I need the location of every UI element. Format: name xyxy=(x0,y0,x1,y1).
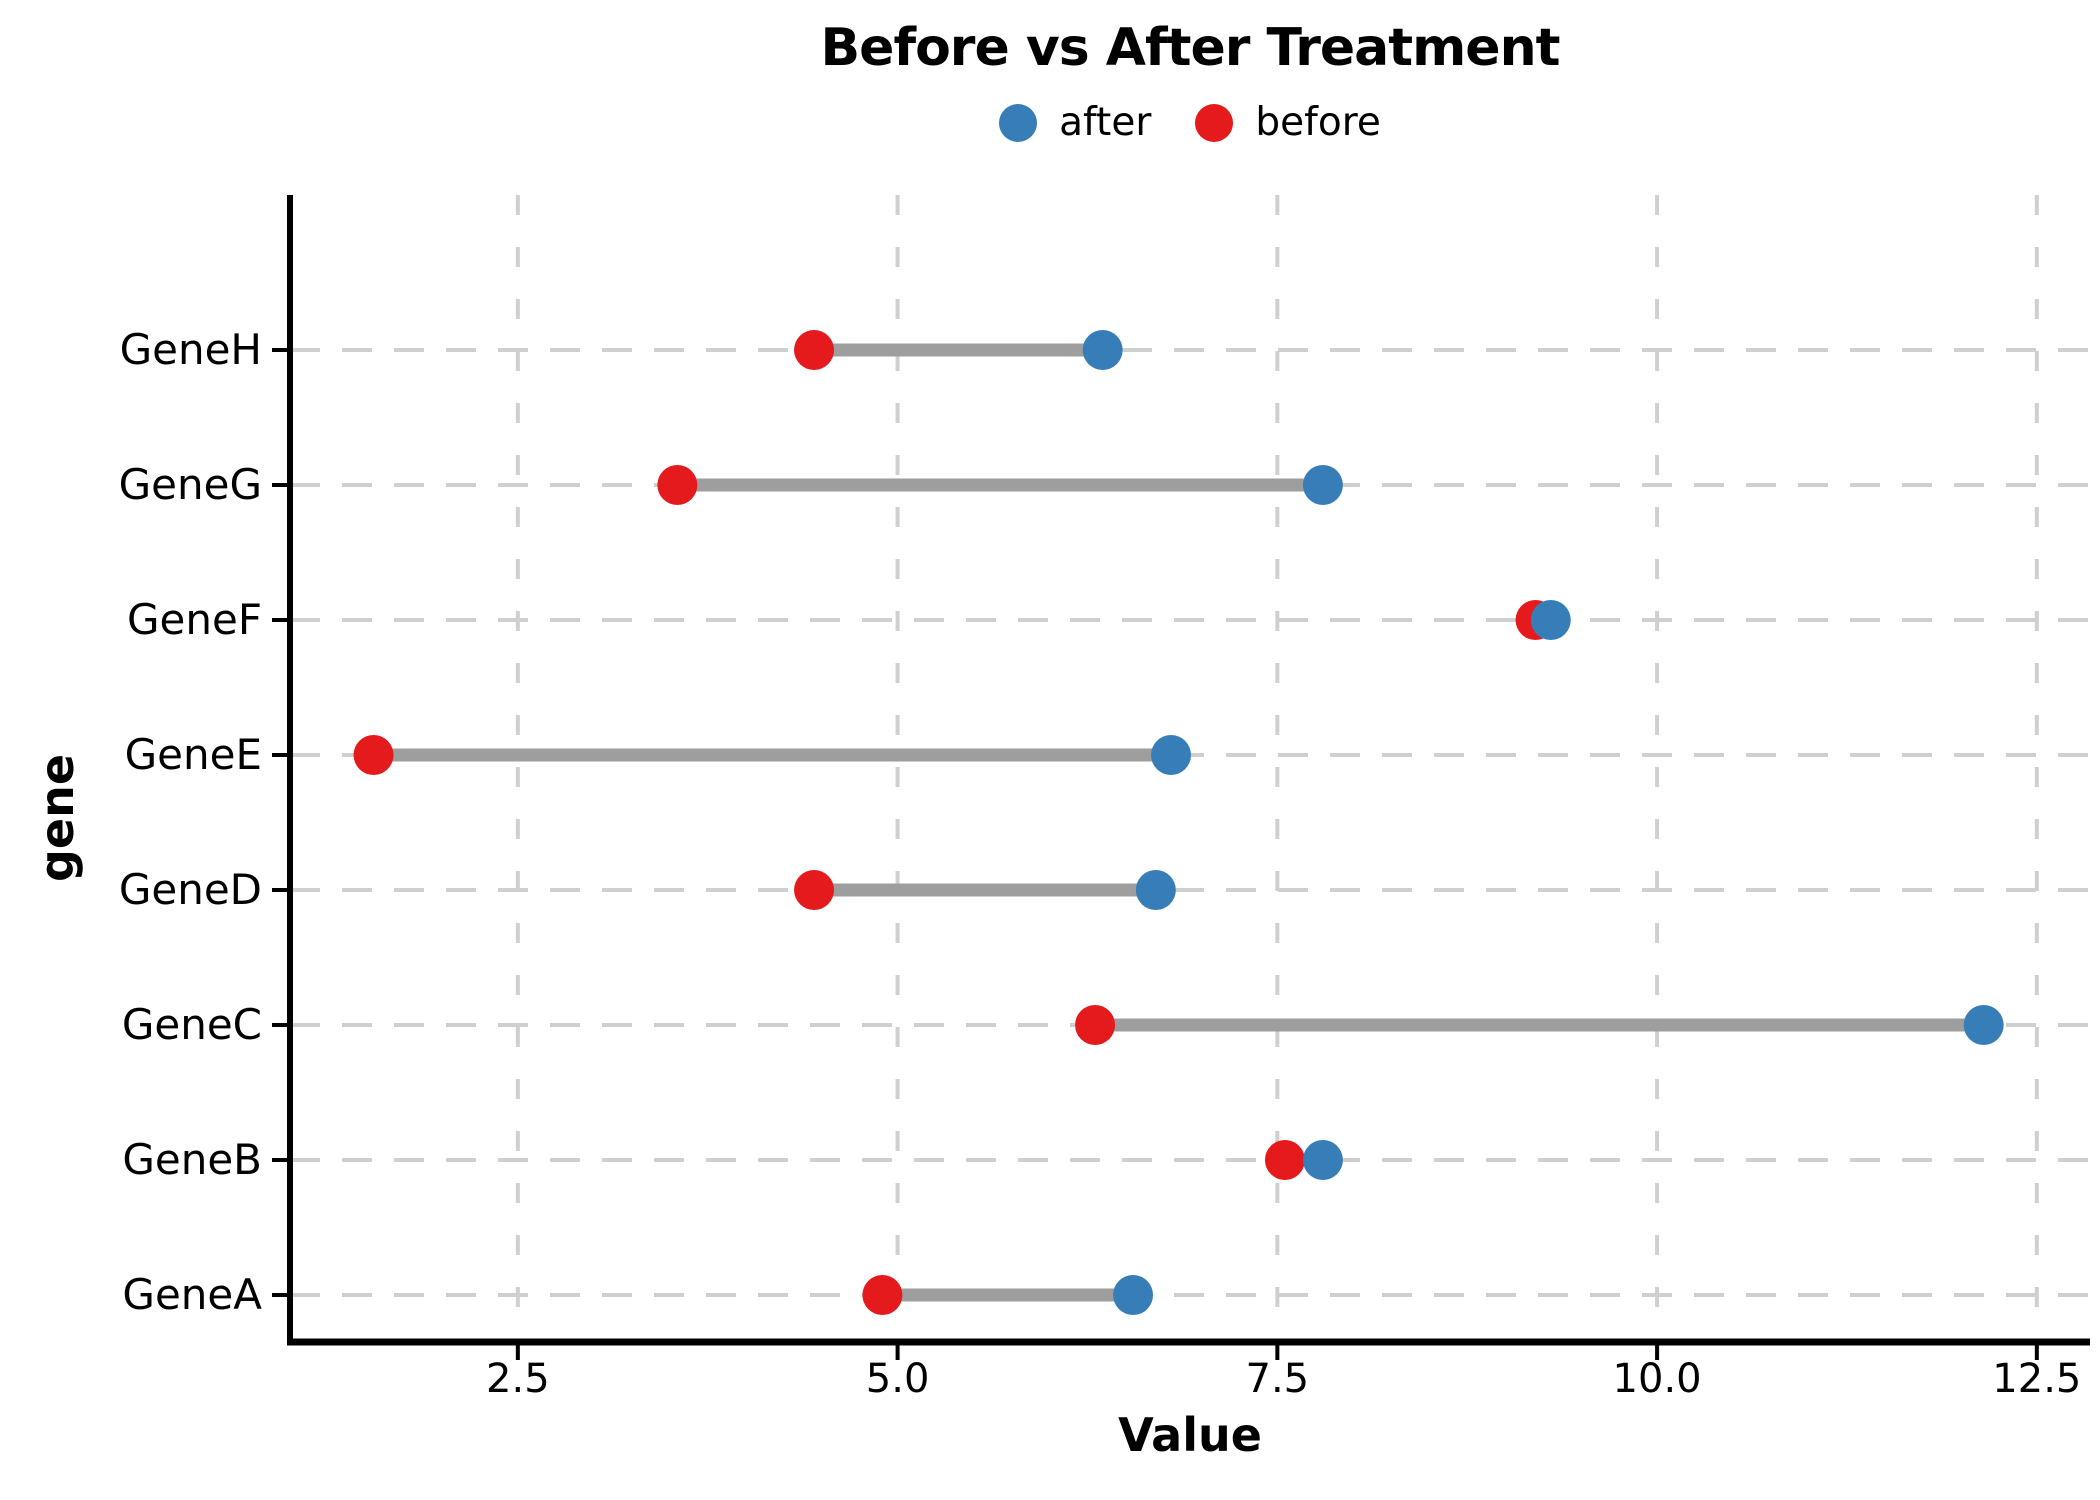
before-dot xyxy=(794,870,835,910)
chart-title: Before vs After Treatment xyxy=(820,18,1561,78)
x-axis-label: Value xyxy=(1118,1408,1262,1462)
y-tick-label: GeneH xyxy=(120,325,262,374)
legend: after before xyxy=(290,100,2090,145)
legend-label-before: before xyxy=(1255,100,1381,145)
legend-item-before: before xyxy=(1195,100,1381,145)
y-tick-label: GeneC xyxy=(122,1000,262,1049)
after-dot xyxy=(1302,465,1343,505)
before-dot xyxy=(657,465,698,505)
legend-item-after: after xyxy=(999,100,1151,145)
after-dot xyxy=(1530,600,1571,640)
after-dot xyxy=(1113,1275,1154,1315)
after-dot xyxy=(1302,1140,1343,1180)
y-tick-label: GeneB xyxy=(122,1135,262,1184)
x-tick-label: 10.0 xyxy=(1613,1356,1702,1402)
after-swatch-icon xyxy=(999,103,1038,142)
x-tick-label: 7.5 xyxy=(1246,1356,1310,1402)
before-dot xyxy=(353,735,394,775)
after-dot xyxy=(1082,330,1123,370)
before-dot xyxy=(1075,1005,1116,1045)
y-tick-label: GeneE xyxy=(125,730,262,779)
before-dot xyxy=(1264,1140,1305,1180)
x-tick-label: 2.5 xyxy=(486,1356,550,1402)
after-dot xyxy=(1963,1005,2004,1045)
before-swatch-icon xyxy=(1195,103,1234,142)
before-dot xyxy=(794,330,835,370)
after-dot xyxy=(1151,735,1192,775)
before-dot xyxy=(862,1275,903,1315)
y-tick-label: GeneF xyxy=(127,595,262,644)
y-tick-label: GeneA xyxy=(122,1270,262,1319)
y-tick-label: GeneG xyxy=(119,460,262,509)
y-tick-label: GeneD xyxy=(119,865,262,914)
after-dot xyxy=(1135,870,1176,910)
x-tick-label: 12.5 xyxy=(1992,1356,2081,1402)
x-tick-label: 5.0 xyxy=(866,1356,930,1402)
legend-label-after: after xyxy=(1059,100,1152,145)
